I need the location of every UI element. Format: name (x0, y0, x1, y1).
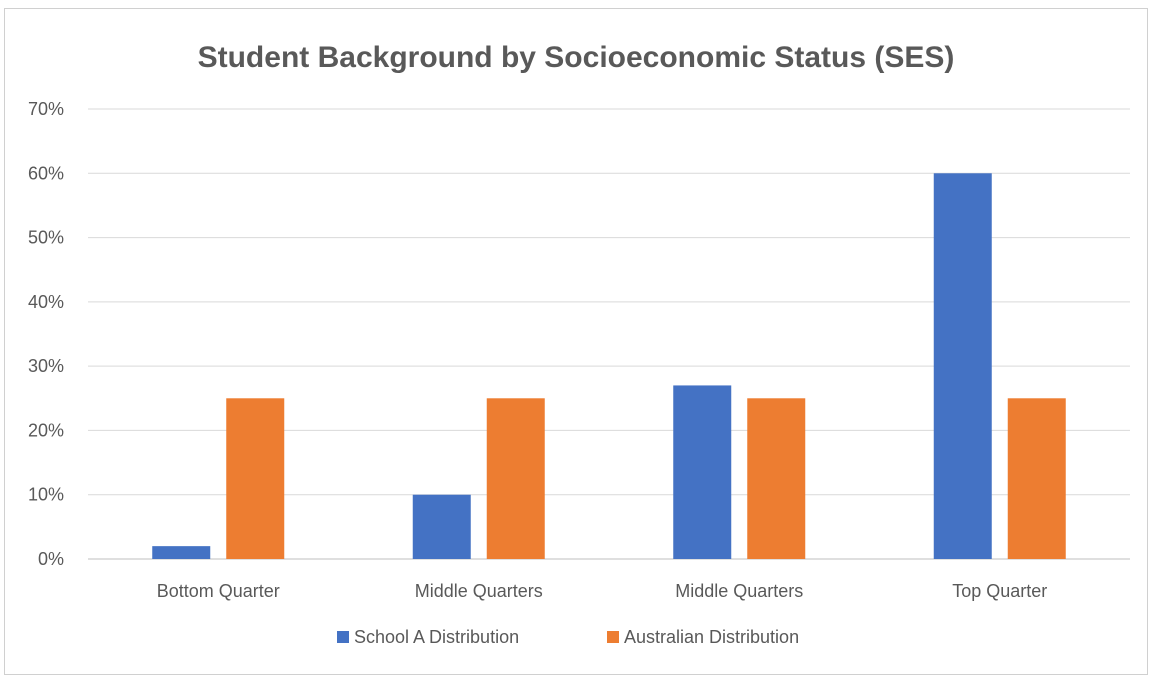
bar-australian-0 (226, 398, 285, 559)
y-tick-label: 40% (28, 292, 64, 312)
bar-school-a-3 (933, 173, 992, 560)
y-tick-label: 70% (28, 99, 64, 119)
y-axis-tick-labels: 0% 10% 20% 30% 40% 50% 60% 70% (28, 99, 64, 569)
y-tick-label: 0% (38, 549, 64, 569)
x-tick-label: Top Quarter (952, 581, 1047, 601)
legend-label: Australian Distribution (624, 627, 799, 647)
bars (152, 173, 1066, 560)
bar-australian-3 (1007, 398, 1066, 559)
bar-australian-1 (486, 398, 545, 559)
y-tick-label: 30% (28, 356, 64, 376)
legend-swatch (337, 631, 349, 643)
bar-school-a-2 (673, 385, 732, 559)
x-axis-tick-labels: Bottom Quarter Middle Quarters Middle Quar… (157, 581, 1048, 601)
y-tick-label: 50% (28, 228, 64, 248)
y-tick-label: 10% (28, 485, 64, 505)
legend-swatch (607, 631, 619, 643)
legend-label: School A Distribution (354, 627, 519, 647)
y-tick-label: 20% (28, 420, 64, 440)
x-tick-label: Bottom Quarter (157, 581, 280, 601)
x-tick-label: Middle Quarters (415, 581, 543, 601)
x-tick-label: Middle Quarters (675, 581, 803, 601)
legend: School A Distribution Australian Distribu… (337, 627, 799, 647)
bar-school-a-1 (412, 494, 471, 559)
chart-title: Student Background by Socioeconomic Stat… (198, 41, 955, 74)
bar-australian-2 (747, 398, 806, 559)
y-tick-label: 60% (28, 163, 64, 183)
bar-school-a-0 (152, 546, 211, 559)
